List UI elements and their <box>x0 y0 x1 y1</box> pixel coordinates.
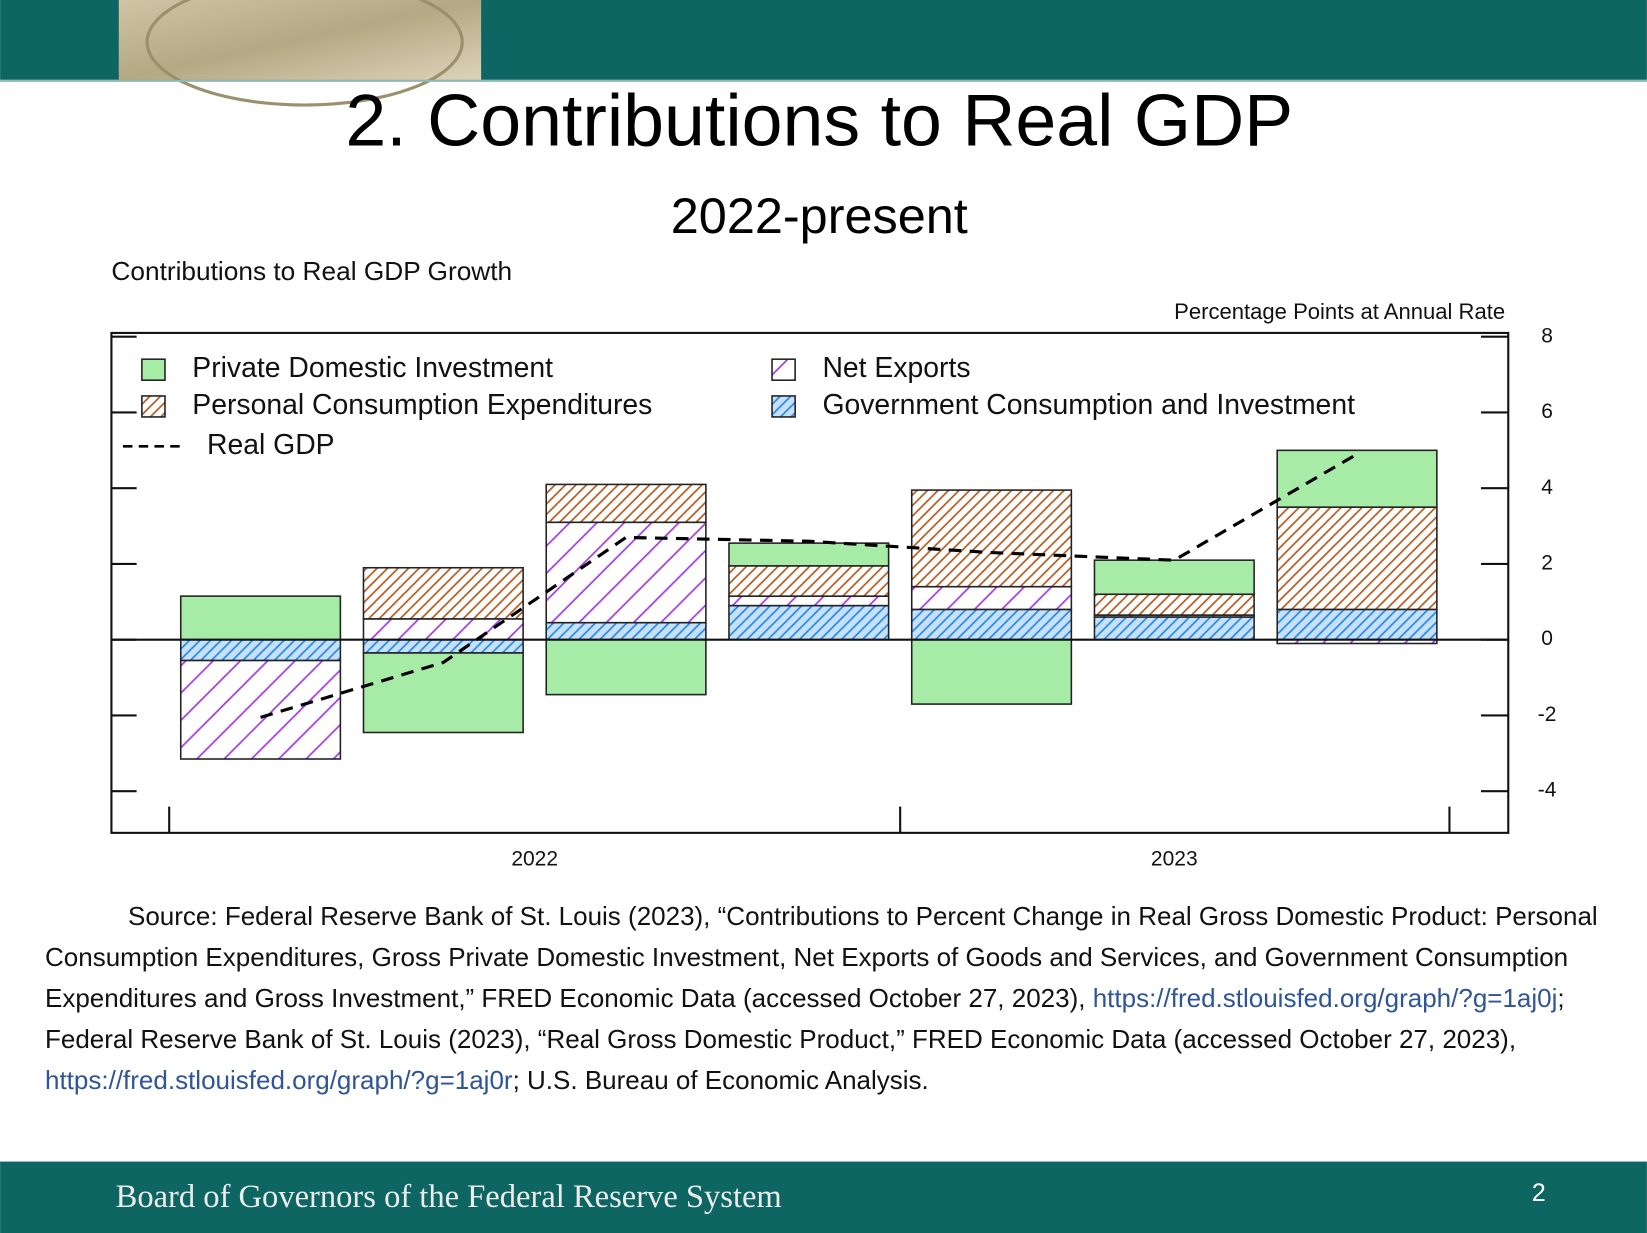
bar-segment <box>910 585 1073 611</box>
y-tick-label: -2 <box>1538 703 1557 726</box>
bar-segment <box>910 608 1073 641</box>
bar-segment <box>362 618 524 641</box>
y-tick-label: 6 <box>1541 400 1553 423</box>
page-number: 2 <box>1532 1179 1546 1207</box>
legend-label: Net Exports <box>822 352 970 384</box>
source-link[interactable]: https://fred.stlouisfed.org/graph/?g=1aj… <box>1092 983 1558 1013</box>
footer-organization: Board of Governors of the Federal Reserv… <box>116 1179 782 1215</box>
bar-segment <box>728 565 890 597</box>
bar-segment <box>728 604 890 641</box>
legend-swatch <box>141 395 166 418</box>
legend-swatch <box>771 395 796 418</box>
legend-swatch <box>771 358 796 381</box>
legend-label: Government Consumption and Investment <box>822 389 1355 421</box>
y-tick-label: 4 <box>1541 476 1553 499</box>
bar-segment <box>910 638 1073 705</box>
x-group-label: 2023 <box>1151 848 1198 871</box>
bar-segment <box>545 621 707 641</box>
bar-segment <box>1276 449 1438 508</box>
plot-frame <box>110 331 1510 834</box>
bar-segment <box>1276 608 1438 641</box>
y-tick-label: 2 <box>1541 552 1553 575</box>
legend-label: Private Domestic Investment <box>192 352 553 384</box>
y-tick-label: 8 <box>1541 324 1553 347</box>
bar-segment <box>179 659 342 760</box>
y-axis-label: Percentage Points at Annual Rate <box>1174 299 1505 324</box>
bar-segment <box>179 638 342 662</box>
legend-label: Personal Consumption Expenditures <box>192 389 652 421</box>
bar-segment <box>545 483 707 524</box>
bar-segment <box>545 638 707 696</box>
chart-title: Contributions to Real GDP Growth <box>111 256 512 286</box>
seal-image <box>118 0 482 80</box>
bar-segment <box>362 638 524 654</box>
seal-ring <box>145 0 464 107</box>
y-tick-label: -4 <box>1538 779 1557 802</box>
bar-segment <box>1093 559 1255 596</box>
slide-subtitle: 2022-present <box>671 187 968 244</box>
bar-segment <box>362 566 524 620</box>
y-tick-label: 0 <box>1541 627 1553 650</box>
source-note: Source: Federal Reserve Bank of St. Loui… <box>45 896 1610 1101</box>
bar-segment <box>728 542 890 567</box>
bar-segment <box>179 595 342 641</box>
x-group-label: 2022 <box>511 848 558 871</box>
legend-swatch <box>141 358 166 381</box>
slide-title: 2. Contributions to Real GDP <box>345 78 1293 161</box>
real-gdp-line <box>260 452 1358 719</box>
source-text: ; U.S. Bureau of Economic Analysis. <box>512 1065 929 1095</box>
source-link[interactable]: https://fred.stlouisfed.org/graph/?g=1aj… <box>45 1065 513 1095</box>
source-text: ; Federal Reserve Bank of St. Louis (202… <box>45 983 1565 1054</box>
source-text: Source: Federal Reserve Bank of St. Loui… <box>45 901 1598 1013</box>
footer-band <box>0 1161 1647 1233</box>
bar-segment <box>910 489 1073 588</box>
plot: -4 -2 0 2 4 6 8 2022 2023 Private Domestic Invest… <box>111 324 1557 871</box>
bar-segment <box>728 595 890 607</box>
bar-segment <box>362 652 524 734</box>
legend-label: Real GDP <box>207 429 335 461</box>
bar-segment <box>1276 506 1438 611</box>
bar-segment <box>1093 616 1255 641</box>
bar-segment <box>1093 593 1255 616</box>
